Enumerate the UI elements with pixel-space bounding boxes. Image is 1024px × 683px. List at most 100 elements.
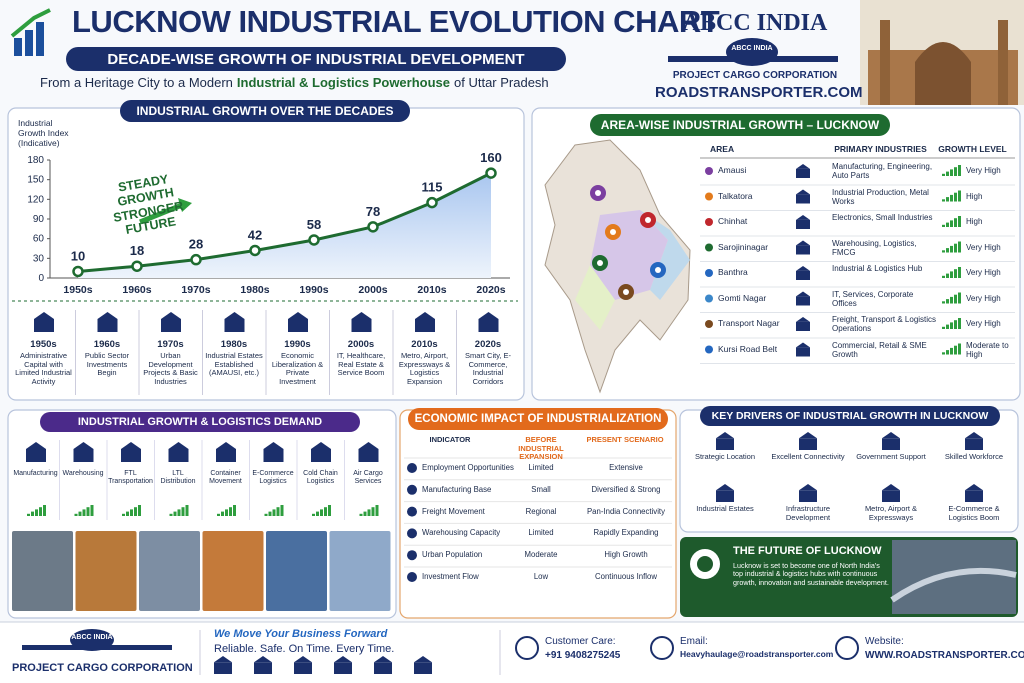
icon — [965, 490, 983, 502]
level-bar — [134, 507, 137, 516]
icon — [716, 438, 734, 450]
level-bar — [272, 509, 276, 516]
timeline-text: Administrative Capital with Limited Indu… — [15, 351, 72, 386]
level-bar — [138, 505, 141, 516]
future-icon — [697, 556, 713, 572]
y-tick-label: 60 — [33, 234, 45, 245]
before-value: Limited — [528, 463, 554, 472]
timeline-decade: 2000s — [347, 339, 375, 350]
level-bar — [280, 505, 284, 516]
icon — [294, 662, 312, 674]
icon — [796, 296, 810, 306]
indicator: Freight Movement — [422, 506, 485, 516]
section-title-bg — [40, 412, 360, 432]
level-bar — [229, 507, 232, 516]
footer-truck — [22, 645, 172, 650]
point — [308, 234, 320, 246]
level-bar — [958, 318, 961, 329]
level-bar — [126, 511, 129, 516]
level-bar — [946, 350, 949, 355]
icon — [796, 168, 810, 178]
icon — [334, 662, 352, 674]
brand-company: PROJECT CARGO CORPORATION — [672, 70, 838, 81]
x-tick-label: 2010s — [417, 284, 446, 296]
logistics-item: Manufacturing — [13, 470, 58, 477]
icon — [799, 438, 817, 450]
level-bar — [942, 224, 945, 227]
level-bar — [942, 250, 945, 253]
area-industries: Industrial Production, Metal Works — [832, 187, 929, 206]
level-bar — [90, 505, 94, 516]
area-industries: Industrial & Logistics Hub — [832, 264, 923, 273]
annotation-arrow — [178, 198, 192, 212]
logistics-item: Air Cargo Services — [353, 470, 383, 486]
driver: Infrastructure Development — [785, 504, 831, 522]
level-bar — [35, 509, 38, 516]
timeline-text: Economic Liberalization & Private Invest… — [271, 351, 324, 386]
x-tick-label: 1960s — [122, 284, 151, 296]
growth-level: Very High — [966, 319, 1001, 328]
brand-truck — [668, 56, 838, 62]
row-pin — [705, 167, 713, 175]
level-bar — [954, 167, 957, 176]
row-pin — [705, 269, 713, 277]
x-tick-label: 1990s — [299, 284, 328, 296]
present-value: High Growth — [604, 550, 648, 560]
icon — [168, 449, 189, 462]
icon — [796, 194, 810, 204]
level-bar — [942, 173, 945, 176]
before-value: Small — [531, 484, 551, 494]
icon — [799, 484, 817, 491]
timeline-text: Smart City, E-Commerce, Industrial Corri… — [464, 351, 512, 386]
x-tick-label: 2020s — [476, 284, 505, 296]
level-bar — [942, 301, 945, 304]
photo — [266, 531, 327, 611]
icon — [796, 240, 810, 246]
y-tick-label: 180 — [27, 155, 44, 166]
icon — [351, 319, 372, 332]
tagline-part: of Uttar Pradesh — [454, 75, 549, 90]
map-pin — [623, 289, 629, 295]
value-label: 28 — [189, 237, 203, 252]
timeline-decade: 2010s — [411, 339, 438, 350]
timeline-decade: 1950s — [30, 339, 57, 350]
indicator-icon — [407, 463, 417, 473]
point — [485, 167, 497, 179]
icon — [294, 656, 312, 663]
contact-icon — [515, 636, 539, 660]
logistics-item: LTL Distribution — [160, 470, 196, 486]
driver: Skilled Workforce — [944, 452, 1004, 461]
area-name: Gomti Nagar — [718, 292, 767, 303]
logo-bars — [14, 38, 22, 56]
icon — [796, 245, 810, 255]
area-industries: Freight, Transport & Logistics Operation… — [832, 315, 937, 334]
map-region — [640, 210, 690, 300]
point — [190, 253, 202, 266]
level-bar — [74, 513, 78, 516]
y-tick-label: 150 — [27, 175, 44, 186]
level-bar — [942, 275, 945, 278]
area-industries: Commercial, Retail & SME Growth — [832, 340, 927, 359]
icon — [965, 432, 983, 439]
level-bar — [946, 222, 949, 227]
icon — [73, 442, 94, 449]
x-tick-label: 1970s — [181, 284, 210, 296]
level-bar — [276, 507, 280, 516]
icon — [414, 656, 432, 663]
icon — [254, 662, 272, 674]
indicator: Urban Population — [422, 550, 483, 560]
icon — [26, 442, 46, 449]
contact-label: Email: — [680, 636, 708, 647]
present-value: Pan-India Connectivity — [586, 506, 665, 516]
level-bar — [950, 322, 953, 329]
map-pin — [655, 267, 661, 273]
driver: Strategic Location — [694, 452, 756, 461]
line — [77, 171, 492, 273]
level-bar — [946, 324, 949, 329]
icon — [796, 317, 810, 322]
row-pin — [705, 294, 713, 303]
icon — [796, 270, 810, 280]
level-bar — [950, 220, 953, 227]
icon — [716, 484, 734, 491]
